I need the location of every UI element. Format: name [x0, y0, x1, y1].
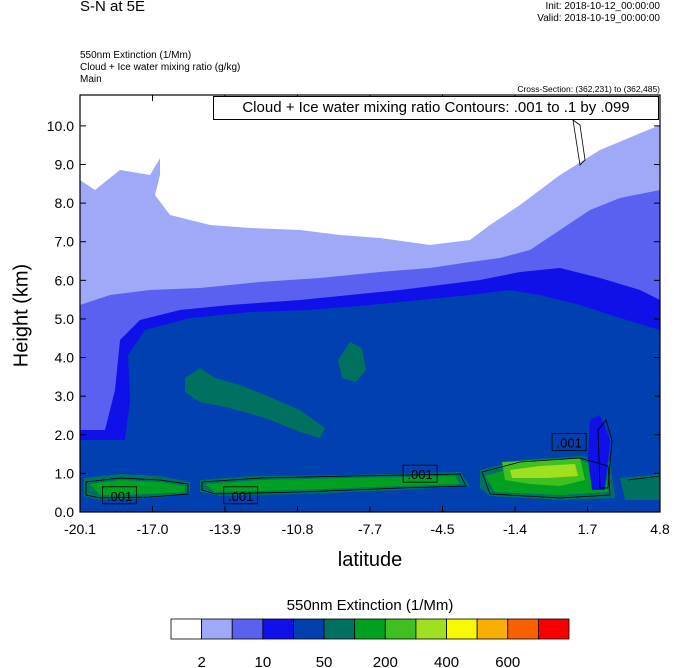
- colorbar-swatch: [323, 618, 356, 640]
- contour-label: .001: [407, 467, 432, 482]
- colorbar-swatch: [415, 618, 447, 640]
- y-tick-label: 2.0: [55, 427, 75, 443]
- contour-labels: .001 .001 .001 .001: [102, 433, 587, 505]
- plot-title: S-N at 5E: [80, 0, 146, 15]
- x-tick-label: -17.0: [137, 521, 169, 537]
- x-axis-title: latitude: [337, 549, 403, 571]
- valid-time: Valid: 2018-10-19_00:00:00: [537, 13, 660, 24]
- extinction-field: [80, 95, 660, 512]
- contour-label: .001: [107, 489, 132, 504]
- y-tick-label: 6.0: [55, 272, 75, 288]
- contour-label-box: [102, 486, 137, 505]
- contour-label-box: [402, 464, 438, 483]
- y-tick-label: 4.0: [55, 350, 75, 366]
- field-line-1: 550nm Extinction (1/Mm): [80, 50, 192, 61]
- colorbar-swatch: [201, 618, 233, 640]
- contour-label: .001: [557, 436, 582, 451]
- contour-info-box: Cloud + Ice water mixing ratio Contours:…: [213, 96, 659, 120]
- y-axis-title: Height (km): [10, 263, 33, 368]
- axis-ticks: -20.1 -17.0 -13.9 -10.8 -7.7 -4.5 -1.4 1.7 4.8 0.…: [47, 95, 670, 537]
- x-tick-label: -20.1: [64, 521, 96, 537]
- colorbar-swatch: [476, 618, 509, 640]
- y-tick-label: 10.0: [47, 118, 74, 134]
- field-line-2: Cloud + Ice water mixing ratio (g/kg): [80, 62, 241, 73]
- colorbar-swatch: [537, 618, 570, 640]
- y-tick-label: 1.0: [55, 465, 75, 481]
- field-line-3: Main: [80, 74, 102, 85]
- colorbar-swatch: [354, 618, 386, 640]
- y-tick-label: 7.0: [55, 234, 75, 250]
- colorbar-label: 2: [197, 654, 205, 668]
- x-tick-label: -10.8: [282, 521, 314, 537]
- colorbar-swatch: [262, 618, 294, 640]
- colorbar: 2 10 50 200 400 600: [170, 618, 570, 668]
- y-tick-label: 9.0: [55, 157, 75, 173]
- colorbar-swatch: [507, 618, 539, 640]
- x-tick-label: -4.5: [430, 521, 454, 537]
- x-tick-label: -7.7: [358, 521, 382, 537]
- colorbar-swatch: [231, 618, 264, 640]
- colorbar-label: 50: [316, 654, 333, 668]
- y-tick-label: 0.0: [55, 504, 75, 520]
- colorbar-swatch: [170, 618, 203, 640]
- init-time: Init: 2018-10-12_00:00:00: [545, 1, 660, 12]
- mixing-ratio-contours: [85, 119, 660, 499]
- x-tick-label: 1.7: [578, 521, 598, 537]
- y-tick-label: 3.0: [55, 388, 75, 404]
- colorbar-label: 600: [495, 654, 520, 668]
- x-tick-label: 4.8: [650, 521, 670, 537]
- x-tick-label: -13.9: [209, 521, 241, 537]
- cross-section-label: Cross-Section: (362,231) to (362,485): [517, 84, 660, 94]
- colorbar-label: 200: [373, 654, 398, 668]
- y-tick-label: 8.0: [55, 195, 75, 211]
- contour-label-box: [551, 433, 587, 451]
- colorbar-swatch: [446, 618, 478, 640]
- colorbar-swatch: [384, 618, 417, 640]
- colorbar-label: 400: [434, 654, 459, 668]
- colorbar-swatch: [293, 618, 325, 640]
- y-tick-label: 5.0: [55, 311, 75, 327]
- contour-label-box: [223, 486, 259, 505]
- x-tick-label: -1.4: [503, 521, 527, 537]
- contour-label: .001: [228, 489, 253, 504]
- colorbar-label: 10: [255, 654, 272, 668]
- colorbar-title: 550nm Extinction (1/Mm): [286, 597, 454, 614]
